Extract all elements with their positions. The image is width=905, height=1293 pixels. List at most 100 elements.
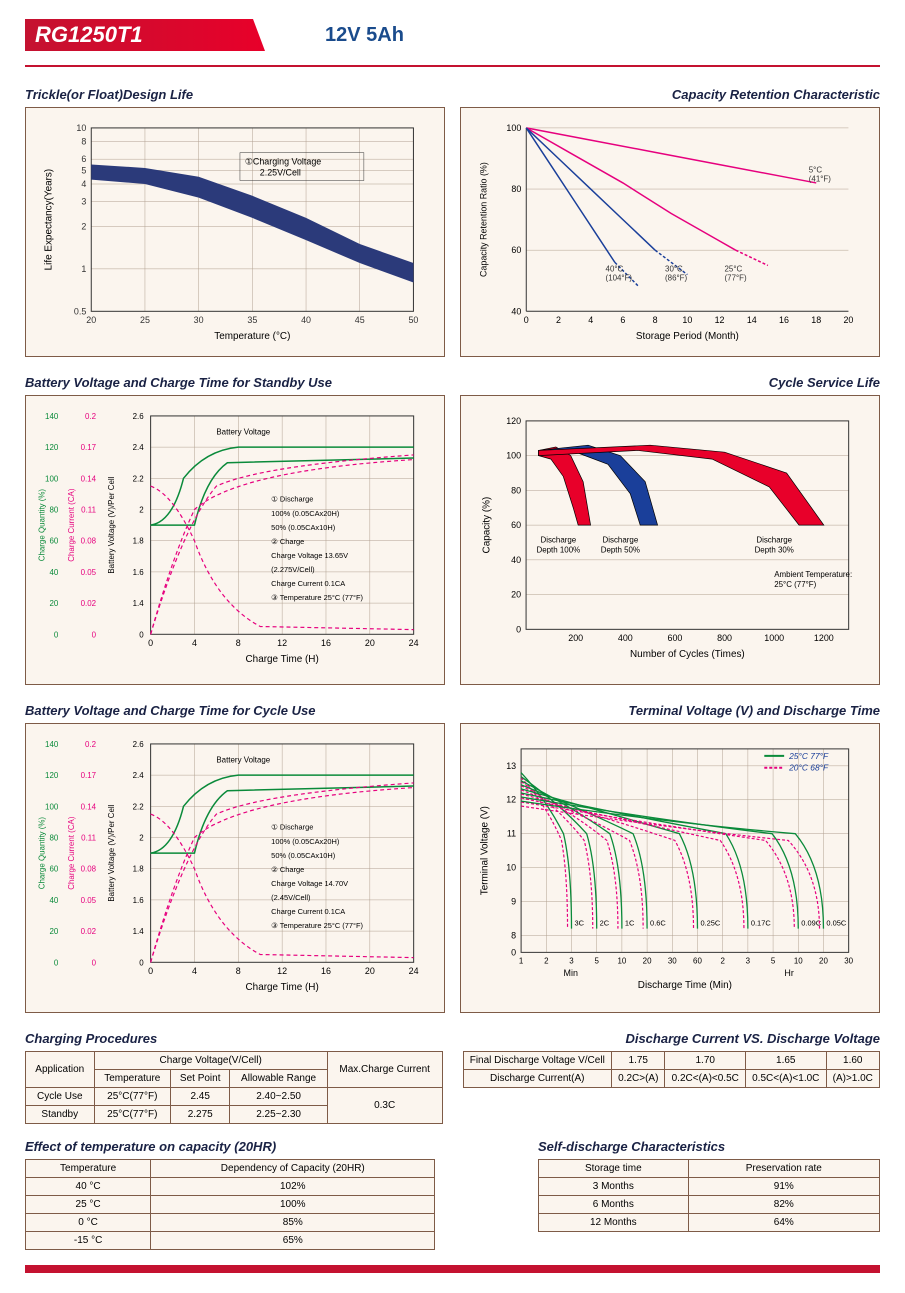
svg-text:1.6: 1.6	[133, 568, 145, 577]
svg-text:80: 80	[511, 485, 521, 495]
svg-text:0.14: 0.14	[81, 474, 97, 483]
svg-text:4: 4	[81, 179, 86, 189]
svg-text:Battery Voltage: Battery Voltage	[216, 428, 270, 437]
svg-text:1.4: 1.4	[133, 927, 145, 936]
svg-text:0.2: 0.2	[85, 412, 97, 421]
svg-text:4: 4	[192, 966, 197, 976]
chart6-title: Terminal Voltage (V) and Discharge Time	[460, 703, 880, 718]
svg-text:8: 8	[81, 137, 86, 147]
svg-text:Charge Time (H): Charge Time (H)	[246, 982, 319, 993]
svg-text:0: 0	[516, 624, 521, 634]
chart3-title: Battery Voltage and Charge Time for Stan…	[25, 375, 445, 390]
table-self: Storage timePreservation rate3 Months91%…	[538, 1159, 880, 1232]
svg-text:40: 40	[511, 555, 521, 565]
svg-text:25°C (77°F): 25°C (77°F)	[774, 580, 816, 589]
svg-text:12: 12	[715, 315, 725, 325]
svg-text:Life Expectancy(Years): Life Expectancy(Years)	[44, 169, 55, 271]
svg-text:9: 9	[511, 896, 516, 906]
svg-text:24: 24	[409, 638, 419, 648]
svg-text:100: 100	[45, 474, 59, 483]
svg-text:100% (0.05CAx20H): 100% (0.05CAx20H)	[271, 509, 340, 518]
svg-text:(2.275V/Cell): (2.275V/Cell)	[271, 565, 315, 574]
svg-text:5: 5	[81, 165, 86, 175]
svg-text:Depth 100%: Depth 100%	[536, 545, 580, 554]
svg-text:0: 0	[139, 630, 144, 639]
svg-text:20: 20	[365, 966, 375, 976]
chart3: 0481216202402040608010012014000.020.050.…	[25, 395, 445, 685]
svg-text:② Charge: ② Charge	[271, 865, 304, 874]
svg-text:25°C 77°F: 25°C 77°F	[788, 751, 829, 761]
table-self-title: Self-discharge Characteristics	[538, 1139, 880, 1154]
svg-text:50% (0.05CAx10H): 50% (0.05CAx10H)	[271, 523, 336, 532]
svg-text:6: 6	[81, 154, 86, 164]
svg-text:40°C: 40°C	[606, 265, 624, 274]
chart4: 02040608010012020040060080010001200Disch…	[460, 395, 880, 685]
svg-text:400: 400	[618, 633, 633, 643]
svg-text:40: 40	[511, 306, 521, 316]
svg-text:30: 30	[844, 956, 853, 965]
svg-text:0: 0	[92, 958, 97, 967]
svg-text:10: 10	[794, 956, 803, 965]
svg-text:4: 4	[192, 638, 197, 648]
svg-text:200: 200	[568, 633, 583, 643]
chart4-title: Cycle Service Life	[460, 375, 880, 390]
svg-text:Charge Voltage 14.70V: Charge Voltage 14.70V	[271, 879, 348, 888]
svg-text:2: 2	[81, 221, 86, 231]
table-temp: TemperatureDependency of Capacity (20HR)…	[25, 1159, 435, 1250]
svg-text:20: 20	[49, 927, 58, 936]
svg-text:2.2: 2.2	[133, 802, 145, 811]
svg-text:Depth 50%: Depth 50%	[601, 545, 640, 554]
svg-text:0: 0	[92, 630, 97, 639]
svg-text:1.8: 1.8	[133, 865, 145, 874]
svg-text:5: 5	[771, 956, 776, 965]
svg-text:20: 20	[511, 590, 521, 600]
svg-text:20: 20	[819, 956, 828, 965]
svg-text:13: 13	[506, 761, 516, 771]
svg-text:0.02: 0.02	[81, 599, 97, 608]
svg-text:3: 3	[746, 956, 751, 965]
svg-text:Number of Cycles (Times): Number of Cycles (Times)	[630, 649, 745, 660]
svg-text:2.2: 2.2	[133, 474, 145, 483]
svg-text:30: 30	[194, 315, 204, 325]
svg-text:12: 12	[277, 638, 287, 648]
svg-text:1C: 1C	[625, 919, 635, 928]
svg-text:0.09C: 0.09C	[801, 919, 821, 928]
svg-text:45: 45	[355, 315, 365, 325]
svg-text:Discharge: Discharge	[540, 535, 576, 544]
svg-text:3: 3	[81, 197, 86, 207]
svg-text:2: 2	[544, 956, 549, 965]
chart5: 0481216202402040608010012014000.020.050.…	[25, 723, 445, 1013]
svg-text:(77°F): (77°F)	[725, 274, 747, 283]
svg-text:1.8: 1.8	[133, 537, 145, 546]
svg-text:0.05: 0.05	[81, 896, 97, 905]
svg-text:Ambient Temperature:: Ambient Temperature:	[774, 570, 852, 579]
svg-text:Charge Current 0.1CA: Charge Current 0.1CA	[271, 907, 345, 916]
svg-text:3: 3	[569, 956, 574, 965]
svg-text:14: 14	[747, 315, 757, 325]
svg-text:100: 100	[506, 123, 521, 133]
svg-text:2.6: 2.6	[133, 740, 145, 749]
svg-text:18: 18	[811, 315, 821, 325]
svg-text:20: 20	[643, 956, 652, 965]
svg-text:Capacity Retention Ratio (%): Capacity Retention Ratio (%)	[479, 162, 489, 277]
header-spec: 12V 5Ah	[265, 24, 404, 47]
svg-text:0.08: 0.08	[81, 865, 97, 874]
svg-text:60: 60	[49, 865, 58, 874]
svg-text:1.6: 1.6	[133, 896, 145, 905]
chart1-title: Trickle(or Float)Design Life	[25, 87, 445, 102]
svg-text:Charge Quantity (%): Charge Quantity (%)	[37, 817, 46, 890]
svg-text:10: 10	[76, 123, 86, 133]
svg-text:1.4: 1.4	[133, 599, 145, 608]
svg-text:Hr: Hr	[784, 968, 793, 978]
header: RG1250T1 12V 5Ah	[25, 20, 880, 50]
svg-text:Charge Current (CA): Charge Current (CA)	[67, 488, 76, 562]
svg-text:1000: 1000	[764, 633, 784, 643]
svg-text:11: 11	[507, 829, 516, 839]
svg-text:24: 24	[409, 966, 419, 976]
svg-text:0.17: 0.17	[81, 771, 97, 780]
svg-text:5: 5	[594, 956, 599, 965]
chart2: 406080100024681012141618205°C(41°F)25°C(…	[460, 107, 880, 357]
svg-text:600: 600	[668, 633, 683, 643]
svg-text:1: 1	[81, 264, 86, 274]
svg-text:60: 60	[511, 245, 521, 255]
